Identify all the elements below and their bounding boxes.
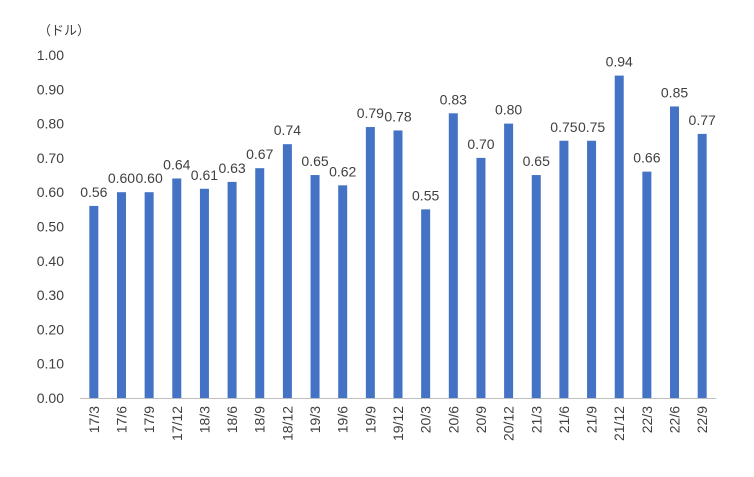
x-tick-label: 19/3	[307, 406, 323, 433]
data-label: 0.60	[108, 170, 135, 186]
bar	[365, 127, 375, 398]
data-label: 0.75	[578, 119, 605, 135]
data-label: 0.63	[218, 160, 245, 176]
bar	[642, 171, 652, 398]
bar	[670, 106, 680, 398]
data-label: 0.65	[523, 153, 550, 169]
bar	[310, 175, 320, 398]
x-tick-label: 17/6	[113, 406, 129, 433]
x-tick-label: 22/9	[694, 406, 710, 433]
bar	[89, 205, 99, 398]
bar	[697, 133, 707, 398]
y-tick-label: 1.00	[37, 47, 64, 63]
data-label: 0.83	[440, 91, 467, 107]
y-tick-label: 0.70	[37, 150, 64, 166]
bar	[587, 140, 597, 398]
x-tick-label: 18/9	[252, 406, 268, 433]
x-tick-label: 20/3	[418, 406, 434, 433]
x-tick-label: 17/12	[169, 406, 185, 441]
x-tick-label: 17/3	[86, 406, 102, 433]
y-tick-label: 0.60	[37, 184, 64, 200]
y-tick-label: 0.80	[37, 116, 64, 132]
bar	[144, 192, 154, 398]
bar	[476, 157, 486, 398]
data-label: 0.56	[80, 184, 107, 200]
bar	[559, 140, 569, 398]
bar	[614, 75, 624, 398]
data-label: 0.70	[467, 136, 494, 152]
data-label: 0.62	[329, 163, 356, 179]
y-unit-label: （ドル）	[38, 24, 91, 39]
bar	[448, 113, 458, 398]
x-tick-label: 18/6	[224, 406, 240, 433]
data-label: 0.78	[384, 108, 411, 124]
bar	[338, 185, 348, 398]
x-tick-label: 19/6	[335, 406, 351, 433]
bar	[116, 192, 126, 398]
y-tick-label: 0.10	[37, 356, 64, 372]
data-label: 0.94	[606, 54, 633, 70]
data-label: 0.77	[689, 112, 716, 128]
x-tick-label: 19/12	[390, 406, 406, 441]
data-label: 0.79	[357, 105, 384, 121]
bar	[531, 175, 541, 398]
data-label: 0.66	[633, 150, 660, 166]
y-tick-label: 0.20	[37, 321, 64, 337]
x-tick-label: 21/9	[584, 406, 600, 433]
y-tick-label: 0.90	[37, 81, 64, 97]
data-label: 0.60	[136, 170, 163, 186]
y-tick-label: 0.40	[37, 253, 64, 269]
x-tick-label: 22/6	[667, 406, 683, 433]
bar	[227, 181, 237, 398]
data-label: 0.67	[246, 146, 273, 162]
data-label: 0.61	[191, 167, 218, 183]
x-tick-label: 20/6	[445, 406, 461, 433]
data-label: 0.80	[495, 102, 522, 118]
bar	[421, 209, 431, 398]
x-tick-label: 18/3	[196, 406, 212, 433]
data-label: 0.65	[301, 153, 328, 169]
y-tick-label: 0.50	[37, 219, 64, 235]
data-label: 0.85	[661, 84, 688, 100]
x-tick-label: 19/9	[362, 406, 378, 433]
bar	[255, 168, 265, 398]
x-tick-label: 21/12	[611, 406, 627, 441]
bar	[393, 130, 403, 398]
data-label: 0.64	[163, 156, 190, 172]
y-tick-label: 0.00	[37, 390, 64, 406]
x-tick-label: 20/9	[473, 406, 489, 433]
x-tick-label: 20/12	[501, 406, 517, 441]
bar	[172, 178, 182, 398]
bar	[199, 188, 209, 398]
bar	[282, 144, 292, 398]
data-label: 0.55	[412, 187, 439, 203]
x-tick-label: 21/3	[528, 406, 544, 433]
data-label: 0.74	[274, 122, 301, 138]
x-tick-label: 17/9	[141, 406, 157, 433]
data-label: 0.75	[550, 119, 577, 135]
y-tick-label: 0.30	[37, 287, 64, 303]
bar	[504, 123, 514, 398]
x-tick-label: 22/3	[639, 406, 655, 433]
x-tick-label: 21/6	[556, 406, 572, 433]
x-tick-label: 18/12	[279, 406, 295, 441]
